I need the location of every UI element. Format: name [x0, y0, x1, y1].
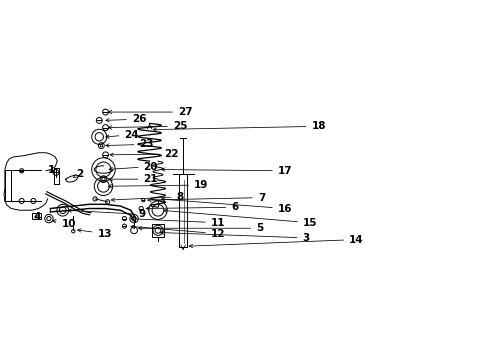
Text: 1: 1	[47, 165, 55, 175]
Text: 12: 12	[131, 225, 225, 239]
Text: 14: 14	[189, 235, 363, 248]
Text: 17: 17	[161, 166, 292, 176]
Text: 16: 16	[161, 198, 292, 213]
Text: 3: 3	[160, 231, 309, 243]
Text: 6: 6	[146, 202, 238, 212]
Text: 7: 7	[147, 193, 264, 203]
FancyBboxPatch shape	[32, 213, 41, 219]
Text: 23: 23	[105, 139, 154, 149]
Text: 18: 18	[153, 121, 325, 131]
Text: 24: 24	[105, 130, 139, 140]
Text: 8: 8	[111, 192, 183, 202]
Text: 11: 11	[131, 217, 225, 228]
Text: 15: 15	[163, 209, 317, 228]
Text: 22: 22	[110, 149, 179, 159]
Text: 19: 19	[108, 180, 208, 190]
Text: 26: 26	[105, 114, 146, 124]
Text: 13: 13	[78, 229, 112, 239]
FancyBboxPatch shape	[179, 174, 186, 247]
FancyBboxPatch shape	[151, 224, 164, 237]
Text: 20: 20	[109, 162, 158, 172]
Text: 4: 4	[34, 212, 41, 222]
Text: 9: 9	[68, 209, 146, 219]
Text: 5: 5	[138, 223, 263, 233]
Text: 27: 27	[108, 107, 192, 117]
Text: 10: 10	[52, 219, 76, 229]
Text: 2: 2	[73, 169, 83, 179]
Text: 21: 21	[109, 174, 158, 184]
Text: 25: 25	[108, 121, 187, 131]
